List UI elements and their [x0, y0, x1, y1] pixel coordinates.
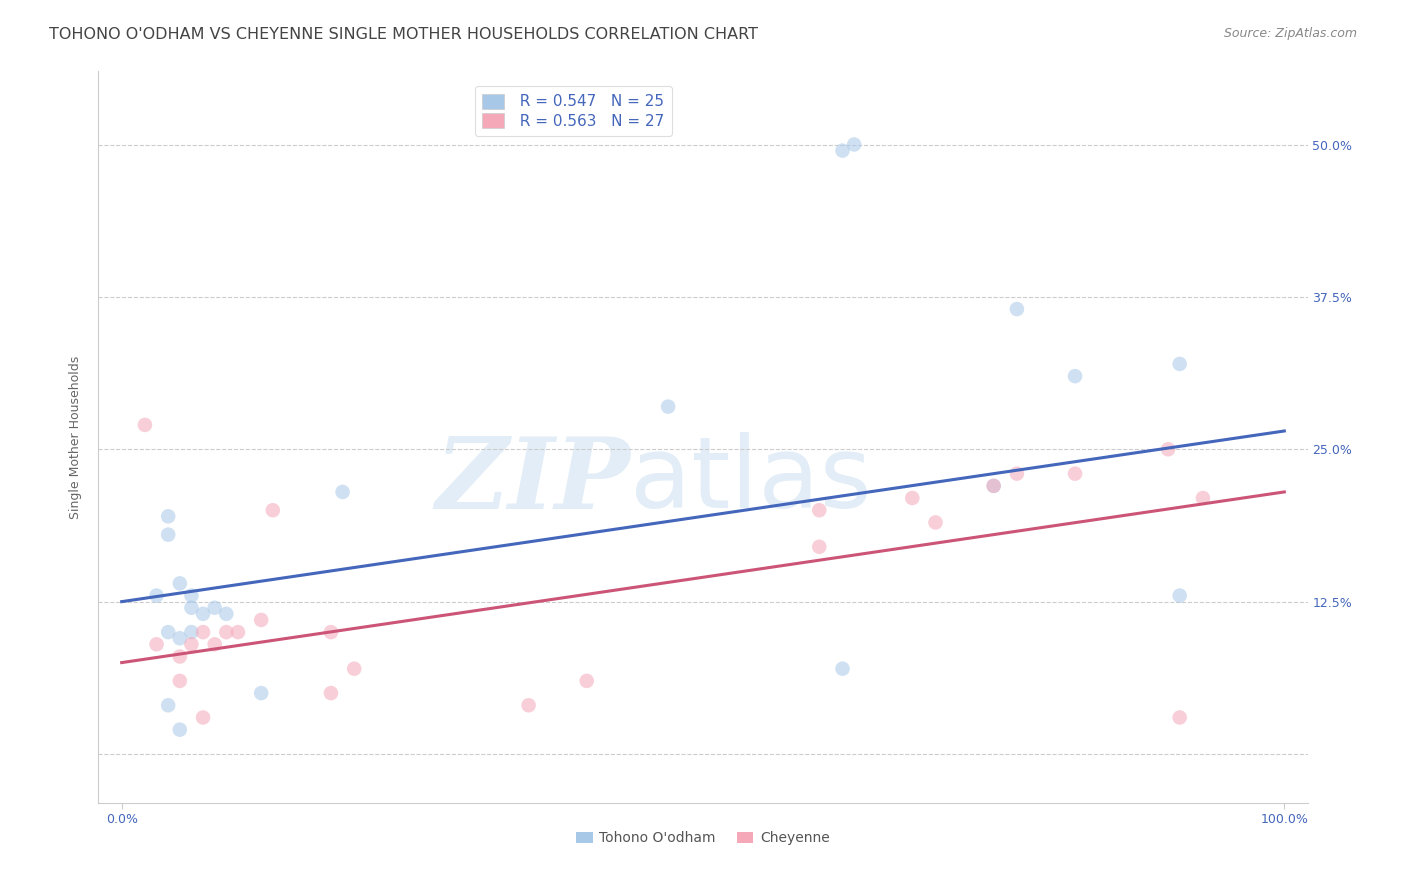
Point	[319, 686, 342, 700]
Point	[157, 625, 180, 640]
Text: ZIP: ZIP	[436, 433, 630, 529]
Point	[226, 625, 249, 640]
Point	[169, 576, 191, 591]
Point	[1005, 302, 1028, 317]
Point	[145, 637, 167, 651]
Point	[831, 662, 853, 676]
Point	[262, 503, 284, 517]
Point	[343, 662, 366, 676]
Point	[983, 479, 1005, 493]
Point	[657, 400, 679, 414]
Point	[1192, 491, 1215, 505]
Point	[145, 589, 167, 603]
Point	[808, 503, 831, 517]
Point	[808, 540, 831, 554]
Point	[191, 607, 214, 621]
Point	[319, 625, 342, 640]
Text: Source: ZipAtlas.com: Source: ZipAtlas.com	[1223, 27, 1357, 40]
Point	[134, 417, 156, 432]
Point	[831, 144, 853, 158]
Point	[517, 698, 540, 713]
Point	[983, 479, 1005, 493]
Point	[250, 613, 273, 627]
Point	[332, 485, 354, 500]
Point	[169, 723, 191, 737]
Point	[169, 673, 191, 688]
Point	[1005, 467, 1028, 481]
Point	[215, 607, 238, 621]
Point	[180, 600, 202, 615]
Point	[169, 649, 191, 664]
Point	[204, 600, 226, 615]
Point	[180, 625, 202, 640]
Point	[1157, 442, 1180, 457]
Point	[204, 637, 226, 651]
Text: atlas: atlas	[630, 433, 872, 530]
Point	[169, 632, 191, 646]
Point	[575, 673, 598, 688]
Y-axis label: Single Mother Households: Single Mother Households	[69, 355, 83, 519]
Point	[191, 625, 214, 640]
Legend: Tohono O'odham, Cheyenne: Tohono O'odham, Cheyenne	[571, 826, 835, 851]
Point	[1064, 369, 1087, 384]
Point	[901, 491, 924, 505]
Point	[1168, 710, 1191, 724]
Point	[1064, 467, 1087, 481]
Point	[157, 698, 180, 713]
Point	[157, 527, 180, 541]
Point	[250, 686, 273, 700]
Point	[1168, 357, 1191, 371]
Point	[844, 137, 866, 152]
Point	[191, 710, 214, 724]
Point	[180, 637, 202, 651]
Point	[215, 625, 238, 640]
Text: TOHONO O'ODHAM VS CHEYENNE SINGLE MOTHER HOUSEHOLDS CORRELATION CHART: TOHONO O'ODHAM VS CHEYENNE SINGLE MOTHER…	[49, 27, 758, 42]
Point	[1168, 589, 1191, 603]
Point	[157, 509, 180, 524]
Point	[924, 516, 946, 530]
Point	[180, 589, 202, 603]
